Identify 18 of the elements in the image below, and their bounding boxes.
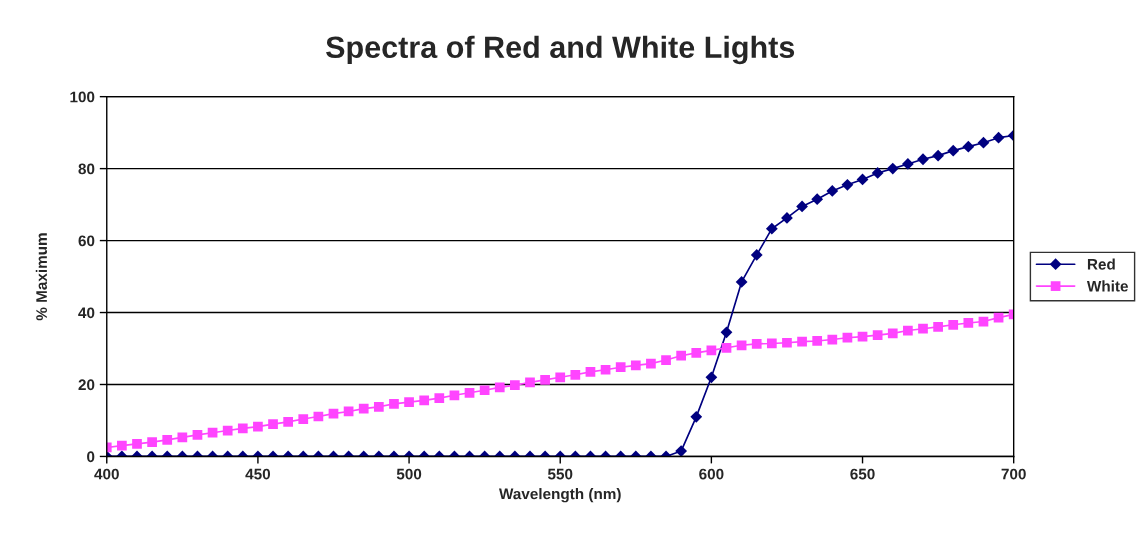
chart-title: Spectra of Red and White Lights	[326, 35, 795, 65]
x-tick-label: 700	[1001, 468, 1026, 480]
x-tick-label: 550	[547, 468, 573, 480]
x-axis-title: Wavelength (nm)	[498, 488, 621, 503]
y-tick-label: 100	[70, 91, 95, 103]
x-tick-label: 500	[396, 468, 422, 480]
legend-label: White	[1086, 280, 1128, 292]
x-tick-label: 650	[850, 468, 875, 480]
y-tick-label: 40	[78, 307, 95, 319]
y-tick-label: 20	[78, 379, 95, 391]
x-tick-label: 600	[699, 468, 724, 480]
y-axis-title: % Maximum	[35, 233, 48, 321]
legend-label: Red	[1087, 258, 1115, 270]
x-tick-label: 450	[245, 468, 271, 480]
y-tick-label: 0	[87, 451, 95, 463]
x-tick-label: 400	[94, 468, 119, 480]
y-tick-label: 80	[78, 163, 95, 175]
y-tick-label: 60	[78, 235, 95, 247]
